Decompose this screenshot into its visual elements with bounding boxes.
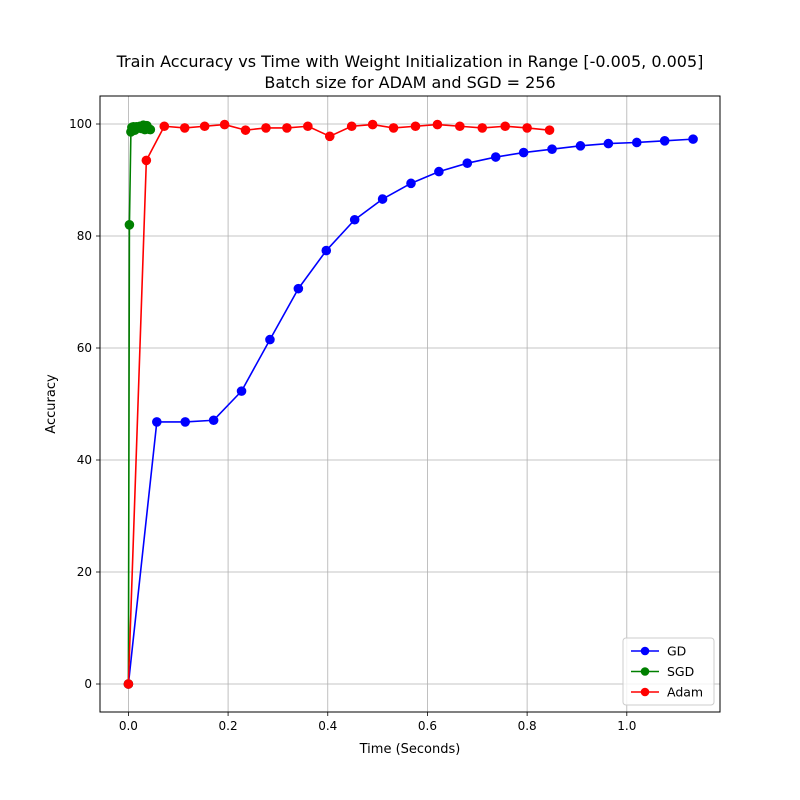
data-point-adam [388, 123, 399, 133]
plot-frame [99, 95, 721, 713]
x-tick-label: 0.2 [219, 719, 238, 733]
data-point-adam [261, 123, 271, 133]
legend: GD SGD Adam [622, 637, 715, 706]
data-point-gd [631, 137, 642, 148]
axis-ticks: 0.0 0.2 0.4 0.6 0.8 1.0 0 20 40 60 80 100 [69, 117, 636, 733]
data-point-sgd [145, 124, 156, 135]
data-point-adam [410, 121, 421, 132]
data-point-gd [321, 245, 332, 256]
legend-label-adam: Adam [667, 685, 703, 700]
data-point-adam [141, 155, 152, 166]
data-point-gd [547, 144, 557, 154]
data-point-adam [522, 123, 532, 133]
data-point-adam [324, 131, 335, 142]
x-tick-label: 0.4 [318, 719, 337, 733]
y-tick-label: 60 [77, 341, 92, 355]
legend-item-gd: GD [631, 644, 686, 659]
data-point-adam [303, 121, 313, 132]
data-point-gd [377, 194, 388, 204]
legend-marker-sgd [640, 667, 650, 676]
legend-label-sgd: SGD [667, 664, 694, 679]
data-point-sgd [124, 220, 135, 230]
data-point-gd [265, 334, 275, 345]
data-point-adam [123, 679, 134, 689]
legend-item-sgd: SGD [631, 664, 694, 679]
y-tick-label: 40 [77, 453, 92, 467]
data-point-gd [688, 134, 698, 144]
data-point-adam [500, 121, 510, 132]
data-point-gd [293, 283, 304, 294]
data-point-gd [462, 158, 473, 168]
data-point-adam [199, 121, 210, 132]
data-point-gd [180, 417, 191, 427]
data-point-gd [603, 138, 614, 149]
data-point-gd [434, 166, 444, 177]
data-point-adam [240, 125, 251, 135]
data-point-adam [282, 123, 292, 133]
plot-series [123, 119, 698, 689]
x-tick-label: 0.0 [119, 719, 138, 733]
data-point-gd [236, 386, 247, 396]
x-tick-label: 0.8 [518, 719, 537, 733]
data-point-gd [406, 178, 416, 189]
data-point-gd [349, 214, 360, 225]
y-tick-label: 80 [77, 229, 92, 243]
grid [100, 96, 720, 712]
chart-subtitle: Batch size for ADAM and SGD = 256 [264, 73, 555, 92]
legend-marker-adam [640, 687, 650, 697]
data-point-adam [179, 123, 190, 133]
legend-item-adam: Adam [631, 685, 703, 700]
data-point-gd [659, 136, 670, 146]
data-point-adam [544, 125, 555, 135]
series-sgd [123, 120, 156, 689]
data-point-gd [152, 417, 162, 427]
data-point-gd [575, 141, 586, 151]
data-point-adam [432, 119, 443, 130]
y-tick-label: 100 [69, 117, 92, 131]
x-axis-label: Time (Seconds) [359, 742, 461, 757]
x-tick-label: 1.0 [617, 719, 636, 733]
data-point-gd [208, 415, 219, 426]
data-point-adam [455, 121, 465, 132]
data-point-adam [367, 119, 378, 130]
chart-title: Train Accuracy vs Time with Weight Initi… [116, 52, 704, 71]
legend-marker-gd [640, 646, 650, 656]
data-point-adam [346, 121, 357, 132]
y-tick-label: 0 [84, 677, 92, 691]
data-point-adam [159, 121, 170, 132]
y-axis-label: Accuracy [44, 374, 59, 434]
data-point-adam [219, 119, 230, 130]
x-tick-label: 0.6 [418, 719, 437, 733]
data-point-gd [518, 147, 529, 158]
series-adam [123, 119, 555, 689]
legend-label-gd: GD [667, 644, 686, 659]
y-tick-label: 20 [77, 565, 92, 579]
data-point-gd [490, 152, 501, 162]
data-point-adam [477, 123, 488, 133]
